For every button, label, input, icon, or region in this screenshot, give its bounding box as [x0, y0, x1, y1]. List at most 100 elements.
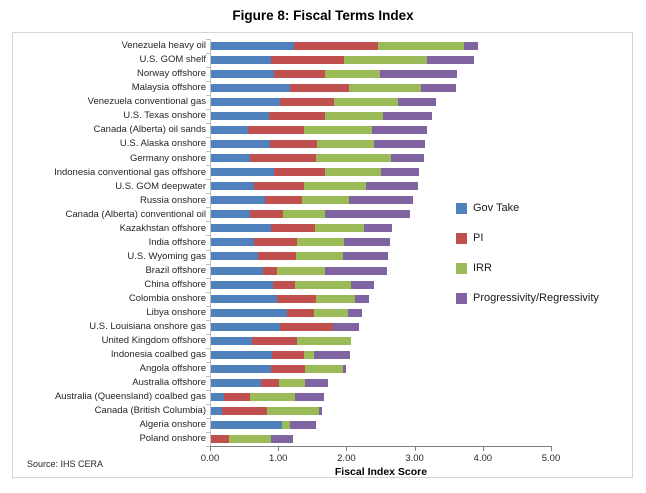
bar-segment-gov-take: [210, 154, 250, 163]
bar-segment-progressivity-regressivity: [366, 182, 418, 191]
category-tick: [206, 305, 210, 307]
x-tick-label: 3.00: [405, 453, 424, 464]
category-tick: [206, 431, 210, 433]
bar-segment-irr: [266, 406, 320, 415]
bar-segment-irr: [324, 112, 384, 121]
bar-segment-pi: [262, 266, 277, 275]
bar-row: Canada (Alberta) oil sands: [13, 123, 632, 137]
category-label: Russia onshore: [139, 194, 206, 206]
bar-segment-pi: [279, 98, 335, 107]
bar-segment-pi: [265, 196, 303, 205]
bar-segment-gov-take: [210, 112, 270, 121]
bar-segment-progressivity-regressivity: [390, 154, 425, 163]
bar-segment-pi: [274, 70, 325, 79]
chart-box: Venezuela heavy oil U.S. GOM shelf Norway …: [12, 32, 633, 478]
bar-track: [210, 266, 388, 275]
legend-label: Gov Take: [473, 202, 520, 214]
bar-segment-pi: [250, 210, 283, 219]
bar-track: [210, 238, 391, 247]
bar-segment-pi: [269, 112, 325, 121]
bar-row: U.S. Alaska onshore: [13, 137, 632, 151]
bar-segment-gov-take: [210, 210, 251, 219]
legend-swatch-gov-take: [456, 202, 467, 214]
bar-segment-gov-take: [210, 238, 254, 247]
category-label: Venezuela conventional gas: [87, 96, 206, 108]
category-label: Colombia onshore: [128, 292, 206, 304]
category-tick: [206, 207, 210, 209]
category-label: Angola offshore: [139, 362, 206, 374]
bar-segment-progressivity-regressivity: [381, 168, 420, 177]
legend-swatch-progressivity-regressivity: [456, 292, 467, 304]
category-tick: [206, 347, 210, 349]
x-tick: [346, 447, 348, 451]
bar-track: [210, 70, 457, 79]
category-label: U.S. GOM shelf: [139, 54, 206, 66]
bar-row: Poland onshore: [13, 432, 632, 446]
bar-segment-irr: [344, 56, 427, 65]
bar-segment-gov-take: [210, 182, 254, 191]
bar-segment-irr: [317, 140, 374, 149]
bar-track: [210, 126, 427, 135]
x-tick-label: 0.00: [200, 453, 220, 464]
bar-segment-irr: [296, 238, 344, 247]
bar-segment-progressivity-regressivity: [305, 378, 328, 387]
category-tick: [206, 403, 210, 405]
bar-row: Canada (Alberta) conventional oil: [13, 207, 632, 221]
bar-segment-gov-take: [210, 42, 294, 51]
category-tick: [206, 417, 210, 419]
bar-row: Indonesia conventional gas offshore: [13, 165, 632, 179]
bar-segment-irr: [229, 434, 271, 443]
bar-segment-pi: [257, 252, 296, 261]
bar-segment-irr: [313, 308, 349, 317]
x-tick: [210, 447, 211, 451]
bar-segment-pi: [270, 140, 318, 149]
category-label: U.S. Wyoming gas: [127, 250, 206, 262]
bar-track: [210, 294, 369, 303]
bar-segment-pi: [253, 238, 297, 247]
bar-segment-irr: [278, 378, 306, 387]
bar-row: Indonesia coalbed gas: [13, 348, 632, 362]
category-label: India offshore: [148, 236, 206, 248]
bar-track: [210, 336, 352, 345]
category-label: Indonesia coalbed gas: [110, 348, 206, 360]
bar-segment-progressivity-regressivity: [372, 126, 427, 135]
bar-track: [210, 252, 388, 261]
bar-row: Norway offshore: [13, 67, 632, 81]
bar-segment-gov-take: [210, 364, 272, 373]
bar-segment-progressivity-regressivity: [380, 70, 457, 79]
bar-segment-pi: [247, 126, 305, 135]
bar-row: Germany onshore: [13, 151, 632, 165]
bar-track: [210, 364, 346, 373]
bar-segment-irr: [282, 210, 325, 219]
bar-track: [210, 112, 432, 121]
legend-label: Progressivity/Regressivity: [473, 292, 599, 304]
bar-row: Angola offshore: [13, 362, 632, 376]
bar-segment-pi: [222, 406, 267, 415]
bar-segment-progressivity-regressivity: [463, 42, 478, 51]
bar-segment-gov-take: [210, 266, 263, 275]
bar-segment-progressivity-regressivity: [426, 56, 474, 65]
category-tick: [206, 291, 210, 293]
bar-track: [210, 406, 322, 415]
bar-segment-gov-take: [210, 168, 275, 177]
category-label: Australia (Queensland) coalbed gas: [54, 391, 206, 403]
category-label: Australia offshore: [132, 377, 206, 389]
bar-track: [210, 56, 474, 65]
bar-segment-gov-take: [210, 196, 266, 205]
bar-track: [210, 140, 426, 149]
bar-segment-progressivity-regressivity: [420, 84, 456, 93]
category-tick: [206, 277, 210, 279]
bar-segment-progressivity-regressivity: [319, 406, 322, 415]
bar-segment-irr: [324, 168, 382, 177]
bar-segment-gov-take: [210, 336, 252, 345]
bar-segment-gov-take: [210, 350, 273, 359]
bar-track: [210, 350, 351, 359]
x-tick-label: 5.00: [541, 453, 561, 464]
bar-track: [210, 168, 420, 177]
category-label: Brazil offshore: [145, 264, 206, 276]
category-tick: [206, 151, 210, 153]
bar-segment-irr: [315, 154, 391, 163]
page-title: Figure 8: Fiscal Terms Index: [232, 8, 414, 23]
category-label: United Kingdom offshore: [101, 334, 206, 346]
bar-segment-gov-take: [210, 224, 271, 233]
